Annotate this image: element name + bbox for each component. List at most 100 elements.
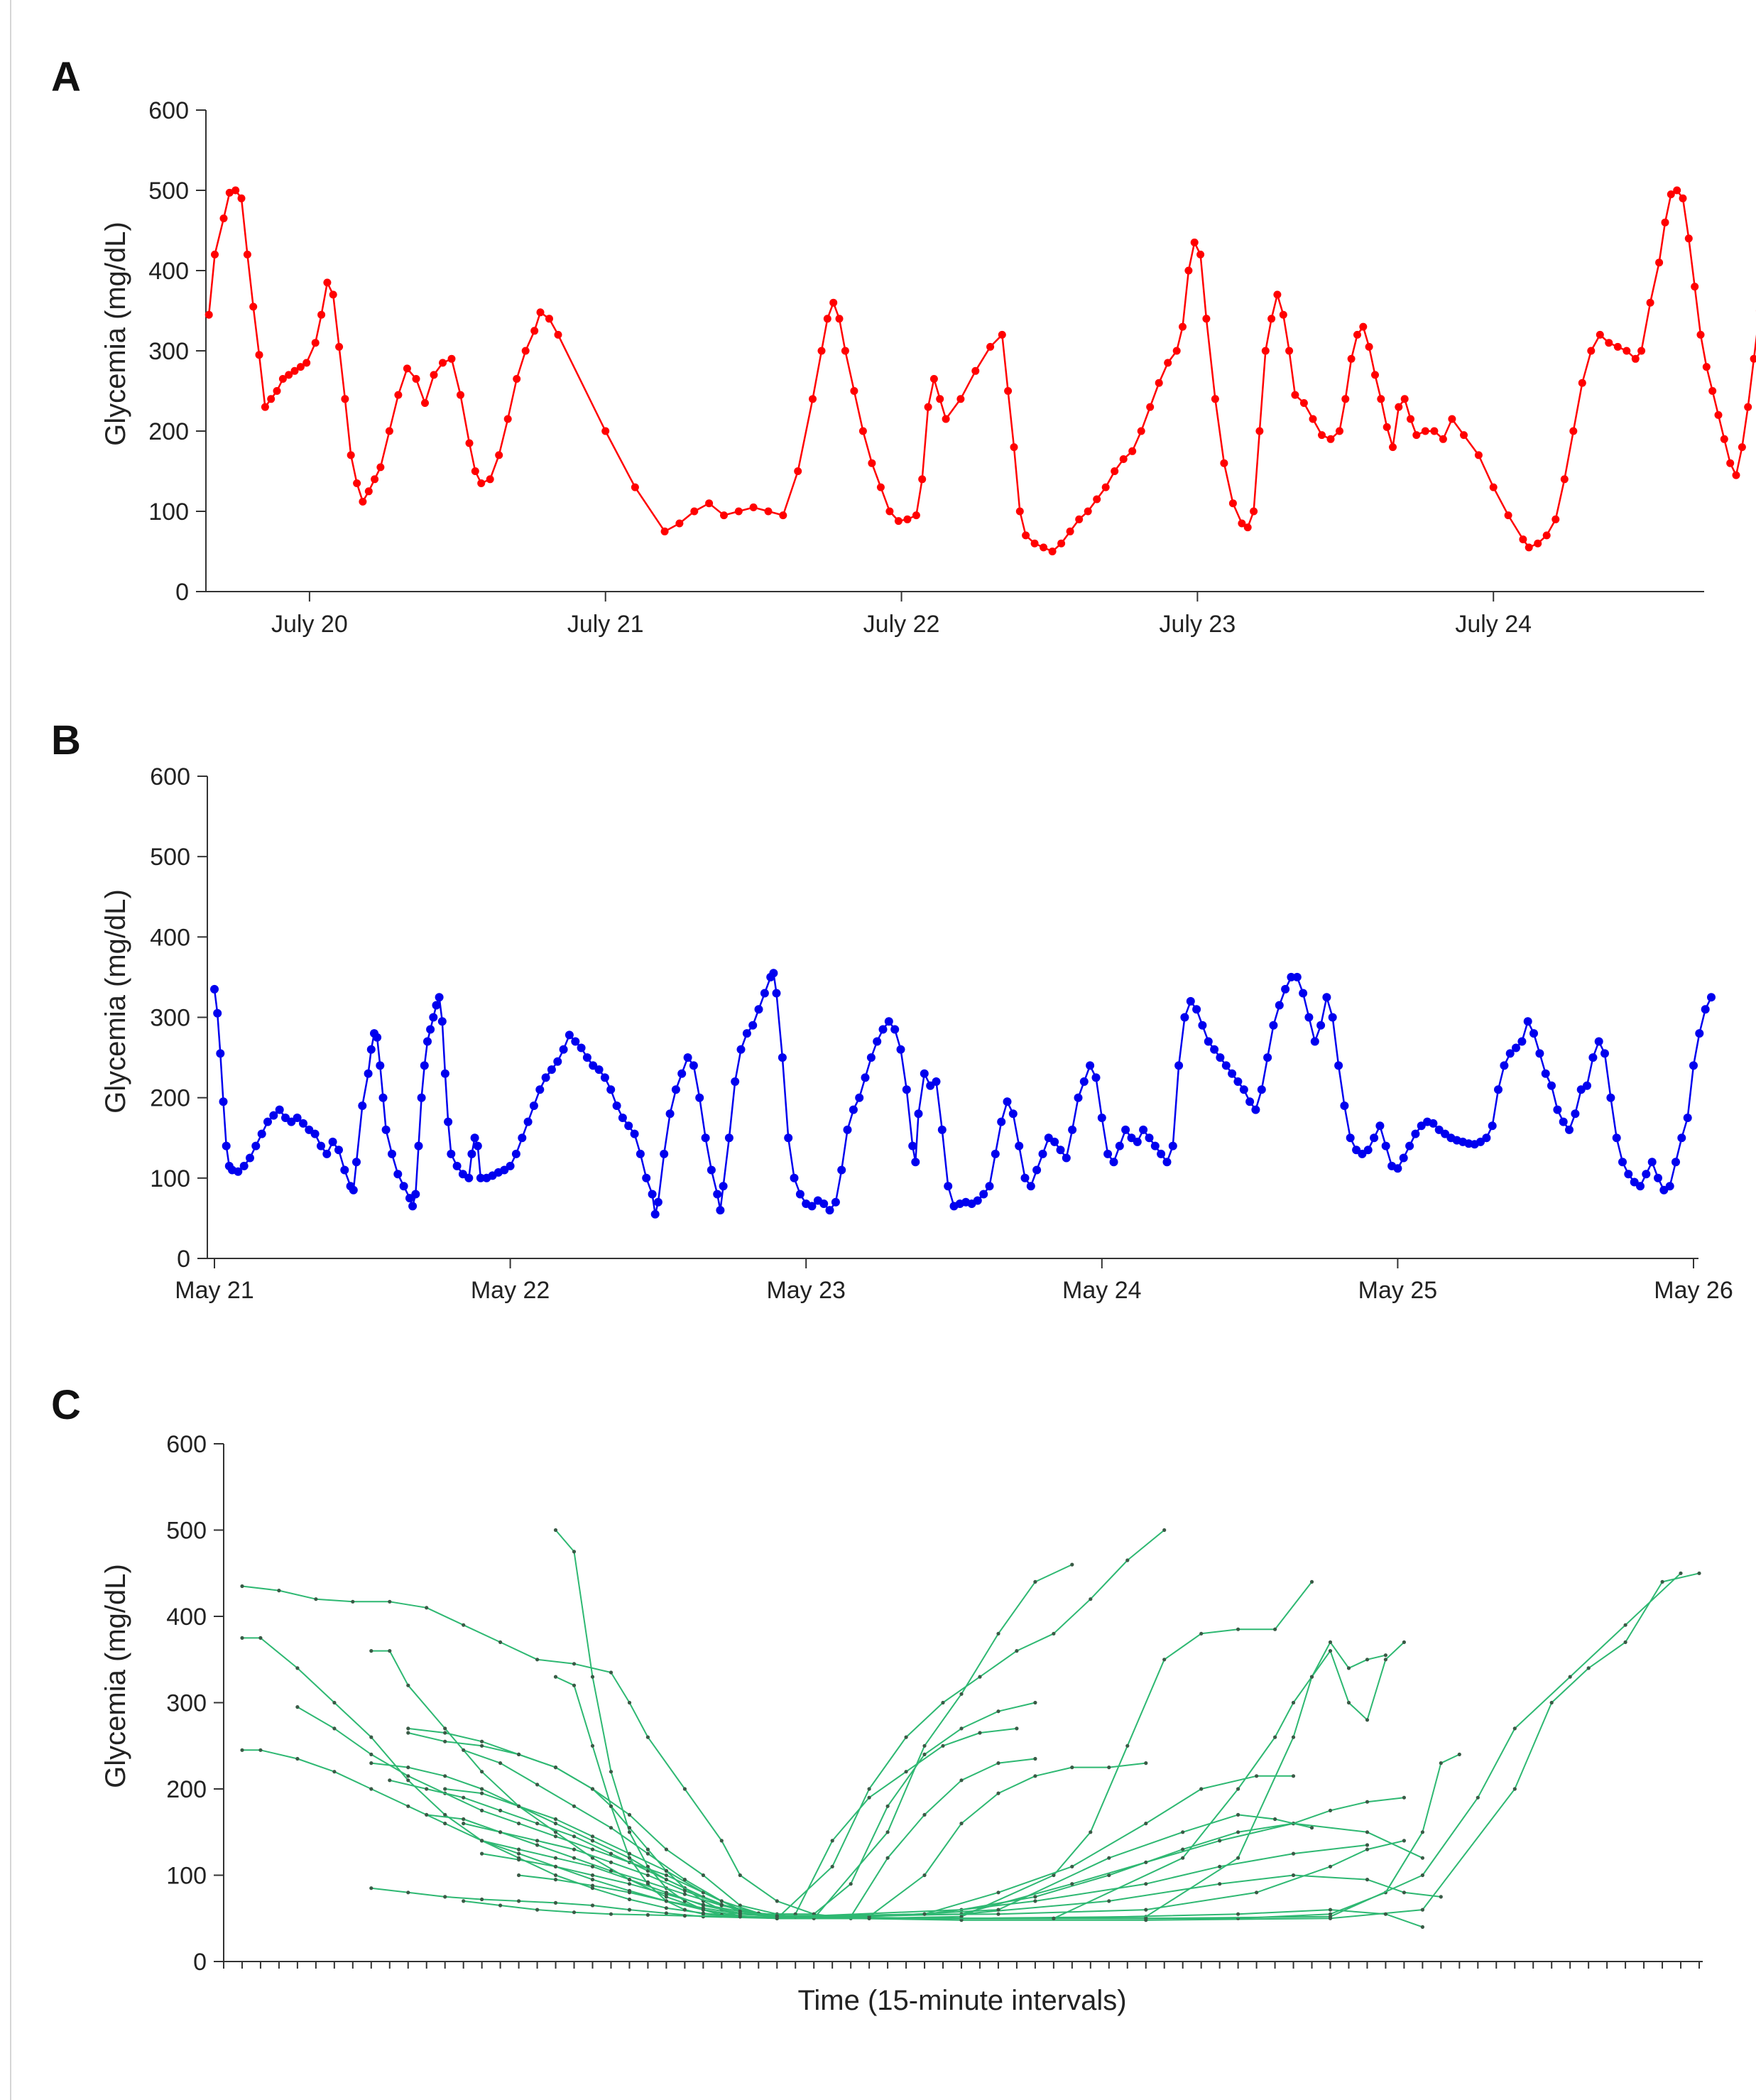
data-point-b — [349, 1185, 358, 1195]
data-point-a — [359, 497, 367, 506]
series-line-c-5 — [371, 1641, 1386, 1920]
data-point-c — [553, 1873, 558, 1878]
data-point-c — [1365, 1800, 1370, 1804]
data-point-c — [443, 1822, 447, 1826]
data-point-a — [1309, 415, 1317, 423]
data-point-c — [867, 1787, 871, 1791]
data-point-b — [914, 1109, 923, 1119]
data-point-a — [311, 339, 320, 347]
data-point-b — [884, 1017, 893, 1026]
data-point-c — [1107, 1873, 1111, 1878]
y-tick-label-a: 400 — [148, 258, 189, 285]
data-point-c — [1144, 1882, 1148, 1886]
data-point-b — [1103, 1149, 1113, 1158]
data-point-a — [998, 330, 1006, 339]
data-point-b — [890, 1025, 900, 1034]
data-point-b — [1310, 1037, 1319, 1046]
x-tick-label-b: May 21 — [175, 1277, 254, 1304]
data-point-c — [406, 1774, 410, 1778]
data-point-c — [1328, 1864, 1333, 1868]
series-line-c-19 — [463, 1900, 1423, 1928]
data-point-a — [1655, 259, 1664, 267]
data-point-b — [1109, 1158, 1118, 1167]
data-point-a — [1022, 531, 1030, 540]
data-point-c — [480, 1839, 484, 1843]
data-point-a — [219, 214, 228, 222]
data-point-a — [347, 451, 355, 459]
data-point-b — [535, 1085, 545, 1094]
data-point-c — [609, 1860, 613, 1864]
x-tick-label-b: May 22 — [471, 1277, 550, 1304]
data-point-a — [1267, 315, 1276, 323]
data-point-c — [590, 1847, 595, 1851]
data-point-c — [240, 1636, 244, 1640]
panel-b: B Glycemia (mg/dL) 0 100 200 300 400 500 600 Ma… — [51, 717, 1733, 1304]
data-point-a — [1111, 467, 1119, 475]
plot-a: 0 100 200 300 400 500 600 July 20 July 21 July 22… — [148, 97, 1756, 638]
data-point-c — [645, 1735, 650, 1739]
data-point-a — [267, 395, 276, 403]
data-point-b — [855, 1093, 864, 1102]
data-point-c — [1125, 1558, 1130, 1562]
data-point-c — [1144, 1908, 1148, 1912]
xlabel-c: Time (15-minute intervals) — [797, 1985, 1126, 2016]
data-point-c — [904, 1770, 908, 1774]
data-point-c — [1346, 1700, 1351, 1705]
data-point-c — [1697, 1571, 1701, 1575]
data-point-c — [682, 1878, 687, 1882]
data-point-b — [1221, 1061, 1231, 1070]
data-point-b — [1322, 993, 1331, 1002]
data-point-c — [1033, 1899, 1037, 1903]
data-point-a — [1732, 471, 1740, 479]
data-point-c — [406, 1890, 410, 1895]
data-point-b — [618, 1114, 627, 1122]
data-point-a — [1250, 507, 1258, 516]
data-point-c — [1236, 1912, 1240, 1916]
data-point-c — [517, 1858, 521, 1862]
data-point-b — [452, 1161, 462, 1170]
data-point-b — [1642, 1170, 1651, 1179]
data-point-c — [1309, 1826, 1314, 1830]
data-point-c — [922, 1912, 927, 1916]
data-point-c — [609, 1851, 613, 1856]
data-point-a — [243, 250, 251, 259]
data-point-c — [941, 1743, 945, 1748]
data-point-a — [817, 347, 826, 355]
data-point-b — [1204, 1037, 1213, 1046]
data-point-a — [1542, 531, 1551, 540]
data-point-c — [517, 1873, 521, 1878]
data-point-a — [1057, 539, 1066, 548]
data-point-a — [779, 511, 787, 520]
data-point-c — [664, 1911, 669, 1915]
data-point-c — [406, 1731, 410, 1735]
panel-c: C Glycemia (mg/dL) Time (15-minute inter… — [51, 1382, 1703, 2016]
data-point-c — [590, 1834, 595, 1839]
data-point-a — [1179, 322, 1187, 331]
data-point-b — [529, 1101, 538, 1110]
data-point-c — [295, 1705, 300, 1709]
data-point-b — [373, 1033, 382, 1042]
data-point-c — [443, 1812, 447, 1817]
data-point-a — [1066, 527, 1074, 535]
data-point-c — [1476, 1795, 1480, 1800]
y-tick-label-b: 200 — [150, 1085, 190, 1112]
data-point-a — [471, 467, 479, 475]
data-point-a — [1243, 523, 1252, 532]
data-point-c — [590, 1903, 595, 1908]
data-point-a — [1137, 427, 1145, 435]
data-point-a — [1744, 403, 1752, 411]
data-point-c — [1365, 1658, 1370, 1662]
data-point-b — [612, 1101, 621, 1110]
data-point-b — [991, 1149, 1000, 1158]
data-point-c — [922, 1812, 927, 1817]
data-point-a — [237, 194, 246, 202]
data-point-b — [582, 1053, 591, 1062]
data-point-a — [1726, 459, 1735, 467]
data-point-c — [1291, 1735, 1296, 1739]
data-point-a — [1279, 310, 1287, 319]
data-point-c — [885, 1856, 890, 1860]
data-point-b — [1429, 1119, 1438, 1128]
data-point-a — [364, 487, 373, 496]
data-point-a — [1211, 395, 1219, 403]
data-point-b — [340, 1165, 349, 1175]
